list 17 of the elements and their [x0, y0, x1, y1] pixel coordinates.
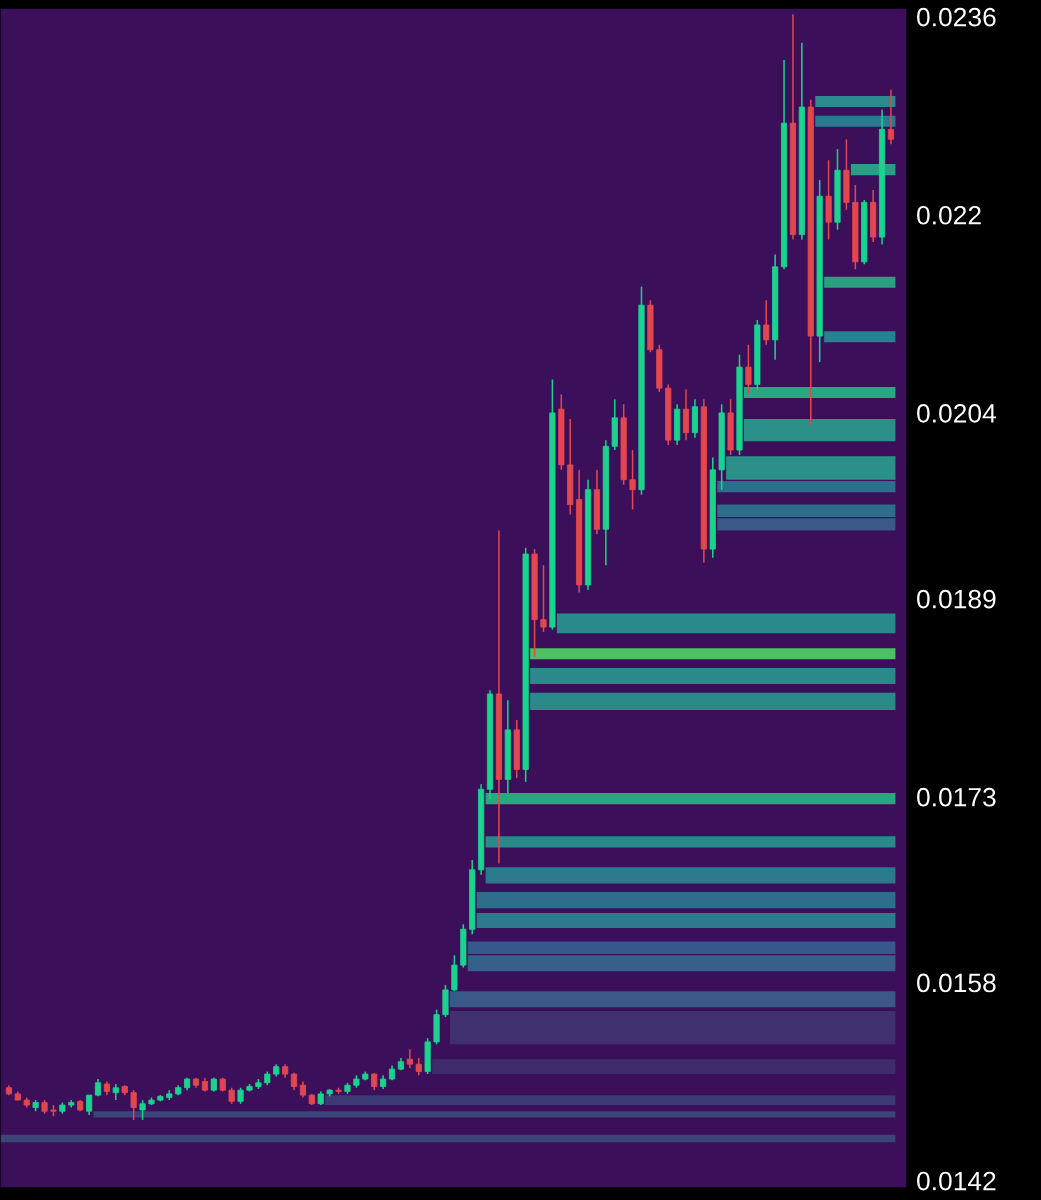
y-tick-label: 0.022 [917, 205, 981, 225]
candlestick [86, 1094, 93, 1116]
candlestick [139, 1099, 146, 1121]
y-tick-label: 0.0142 [917, 1171, 996, 1191]
candlestick [130, 1089, 137, 1121]
candlestick [629, 449, 636, 511]
y-tick-label: 0.0189 [917, 589, 996, 609]
y-tick-label: 0.0236 [917, 7, 996, 27]
candlestick [745, 344, 752, 396]
candlestick [406, 1048, 413, 1069]
candlestick [887, 88, 895, 145]
candlestick [763, 299, 770, 346]
y-tick-label: 0.0173 [917, 787, 996, 807]
y-tick-label: 0.0204 [917, 404, 996, 423]
candlestick [682, 388, 690, 441]
y-tick-label: 0.0158 [917, 973, 996, 993]
candlestick [540, 564, 547, 633]
